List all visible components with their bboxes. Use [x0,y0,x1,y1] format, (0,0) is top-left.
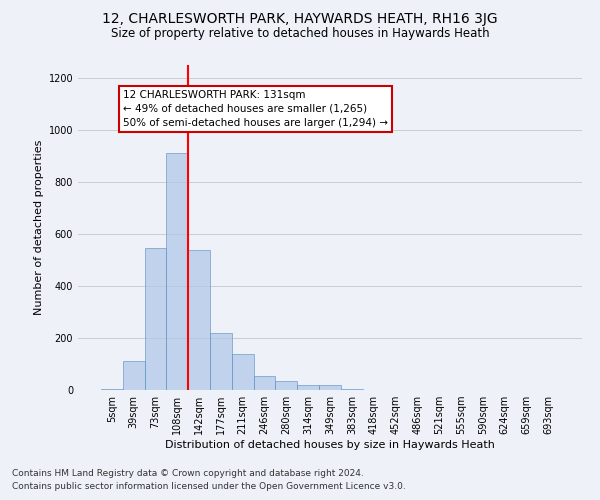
Bar [101,388,123,390]
Bar [210,333,232,390]
Bar [123,362,145,390]
X-axis label: Distribution of detached houses by size in Haywards Heath: Distribution of detached houses by size … [165,440,495,450]
Y-axis label: Number of detached properties: Number of detached properties [34,140,44,315]
Bar [275,382,297,390]
Bar [188,250,210,390]
Bar [145,248,166,390]
Bar [297,386,319,390]
Bar [232,354,254,390]
Text: 12, CHARLESWORTH PARK, HAYWARDS HEATH, RH16 3JG: 12, CHARLESWORTH PARK, HAYWARDS HEATH, R… [102,12,498,26]
Text: Size of property relative to detached houses in Haywards Heath: Size of property relative to detached ho… [110,28,490,40]
Bar [254,376,275,390]
Text: 12 CHARLESWORTH PARK: 131sqm
← 49% of detached houses are smaller (1,265)
50% of: 12 CHARLESWORTH PARK: 131sqm ← 49% of de… [123,90,388,128]
Text: Contains HM Land Registry data © Crown copyright and database right 2024.: Contains HM Land Registry data © Crown c… [12,469,364,478]
Bar [341,388,363,390]
Bar [166,154,188,390]
Bar [319,386,341,390]
Text: Contains public sector information licensed under the Open Government Licence v3: Contains public sector information licen… [12,482,406,491]
